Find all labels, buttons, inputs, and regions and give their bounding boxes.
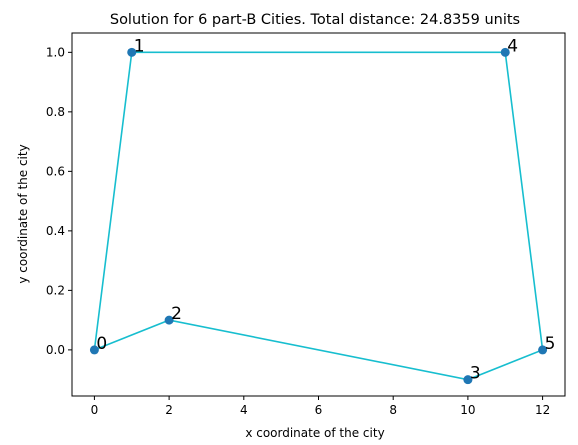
chart-title: Solution for 6 part-B Cities. Total dist… [110, 12, 520, 28]
plot-frame [71, 32, 566, 397]
city-label: 5 [545, 334, 556, 354]
city-markers [89, 47, 548, 385]
city-label: 3 [470, 364, 481, 384]
x-tick-label: 12 [535, 403, 550, 417]
x-axis: 0 2 4 6 8 10 12 [91, 396, 550, 417]
city-marker [89, 345, 99, 355]
plot-area [71, 32, 566, 397]
y-tick-label: 0.0 [46, 343, 65, 357]
x-tick-label: 4 [240, 403, 248, 417]
city-marker [164, 315, 174, 325]
x-axis-label: x coordinate of the city [245, 426, 384, 440]
x-tick-label: 6 [315, 403, 323, 417]
y-tick-label: 0.2 [46, 283, 65, 297]
y-tick-label: 0.8 [46, 105, 65, 119]
city-label: 1 [134, 36, 145, 56]
city-label: 2 [171, 304, 182, 324]
y-tick-label: 1.0 [46, 45, 65, 59]
city-label: 4 [507, 36, 518, 56]
x-tick-label: 8 [389, 403, 397, 417]
city-label: 0 [96, 334, 107, 354]
city-marker [463, 375, 473, 385]
x-tick-label: 2 [165, 403, 173, 417]
city-marker [500, 47, 510, 57]
y-axis-label: y coordinate of the city [16, 144, 30, 283]
y-tick-label: 0.6 [46, 164, 65, 178]
y-tick-label: 0.4 [46, 224, 65, 238]
city-marker [127, 47, 137, 57]
city-labels: 0 1 2 3 4 5 [96, 36, 555, 383]
city-marker [538, 345, 548, 355]
x-tick-label: 0 [91, 403, 99, 417]
route-line [93, 51, 544, 381]
x-tick-label: 10 [460, 403, 475, 417]
y-axis: 0.0 0.2 0.4 0.6 0.8 1.0 [46, 45, 72, 357]
